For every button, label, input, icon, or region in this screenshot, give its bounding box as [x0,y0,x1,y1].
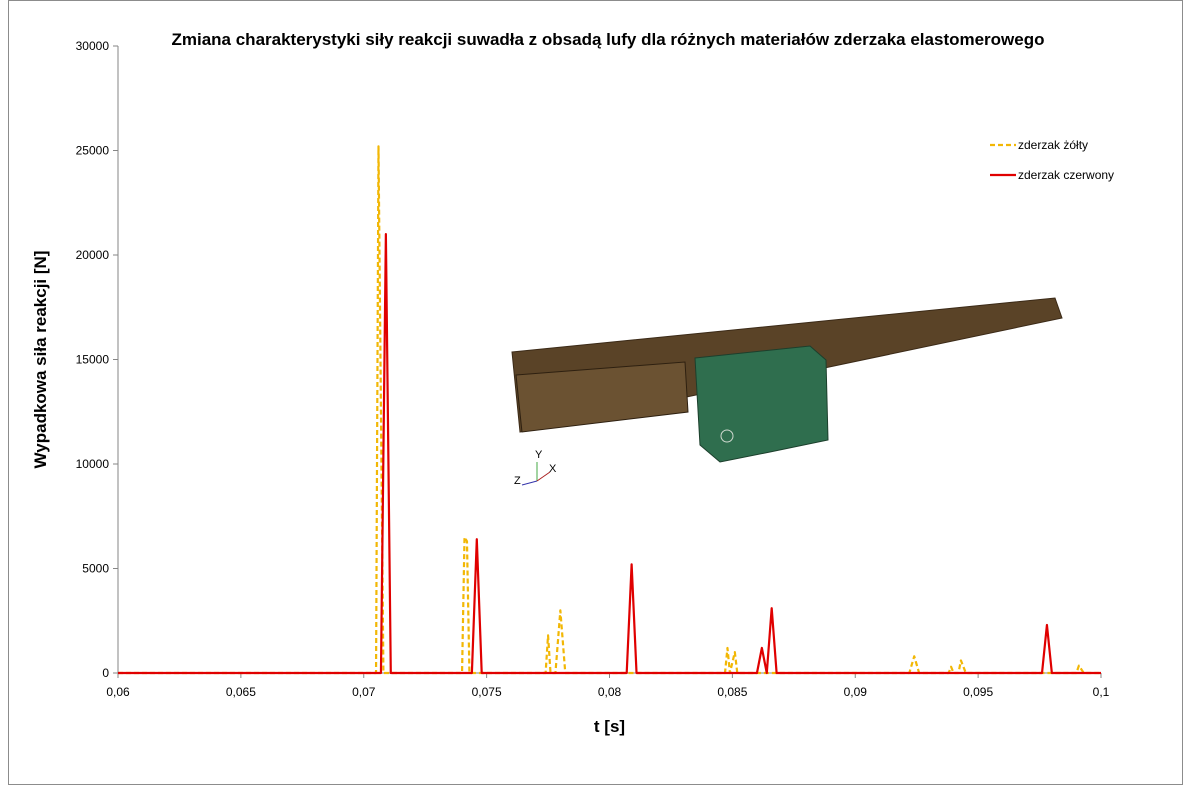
x-tick-label: 0,09 [844,685,868,699]
x-tick-label: 0,095 [963,685,993,699]
y-tick-label: 30000 [76,39,110,53]
y-axis-label: Wypadkowa siła reakcji [N] [31,251,50,469]
x-tick-label: 0,06 [106,685,130,699]
chart-frame: 0 5000 10000 15000 20000 25000 30000 0,06 0,065 0… [0,0,1183,785]
legend-label: zderzak czerwony [1018,168,1114,182]
chart: 0 5000 10000 15000 20000 25000 30000 0,06 0,065 0… [0,0,1183,785]
y-tick-label: 15000 [76,353,110,367]
legend-label: zderzak żółty [1018,138,1088,152]
y-tick-label: 20000 [76,248,110,262]
y-tick-label: 0 [102,666,109,680]
y-tick-label: 25000 [76,144,110,158]
x-tick-label: 0,065 [226,685,256,699]
y-tick-label: 10000 [76,457,110,471]
axis-triad-label: X [549,463,557,475]
model-block [695,346,828,462]
x-tick-label: 0,07 [352,685,376,699]
x-tick-label: 0,1 [1093,685,1110,699]
x-tick-label: 0,08 [598,685,622,699]
axis-triad-label: Y [535,449,543,461]
y-tick-label: 5000 [82,562,109,576]
x-axis-label: t [s] [594,717,625,736]
chart-title: Zmiana charakterystyki siły reakcji suwa… [128,28,1088,51]
axis-triad-label: Z [514,475,521,487]
x-tick-label: 0,085 [717,685,747,699]
x-tick-label: 0,075 [472,685,502,699]
